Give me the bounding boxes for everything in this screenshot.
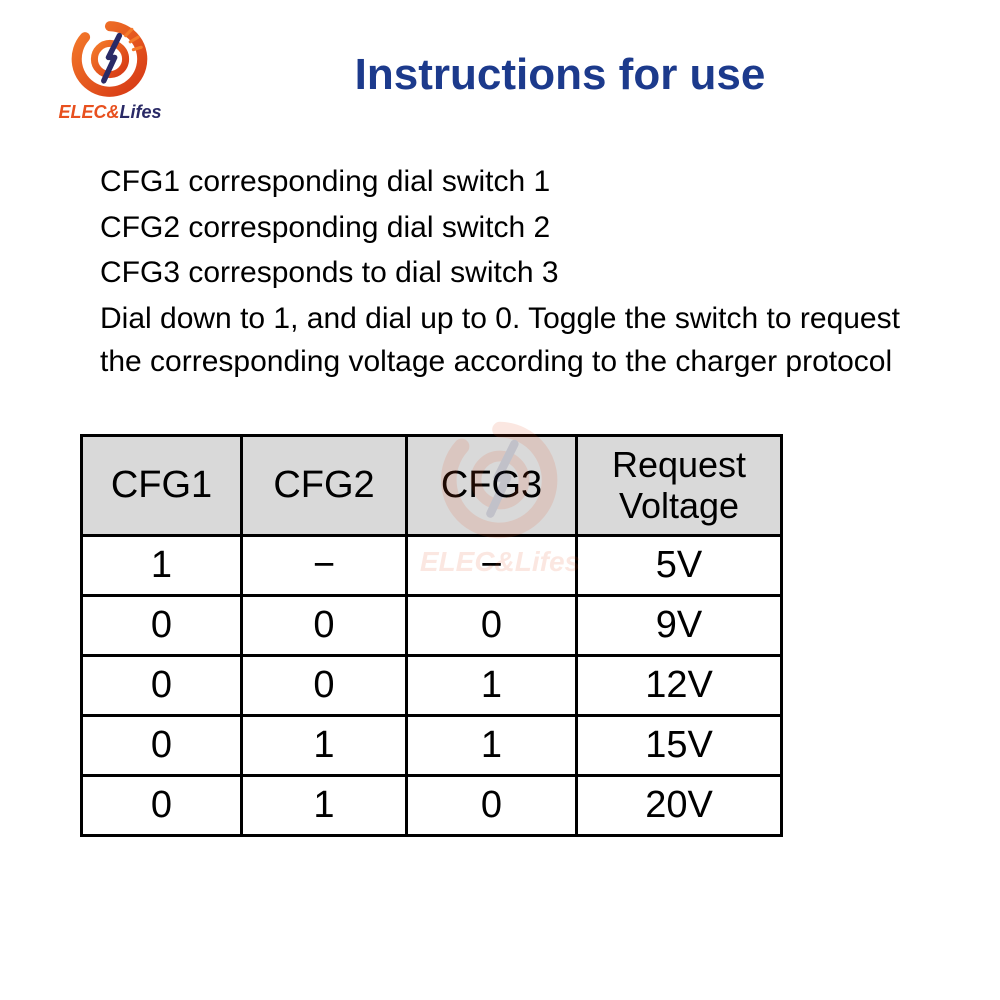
page-title: Instructions for use (120, 0, 1000, 100)
table-row: 0 0 1 12V (82, 655, 782, 715)
instruction-line: CFG3 corresponds to dial switch 3 (100, 251, 920, 295)
logo-icon (71, 20, 149, 98)
table-cell: 12V (577, 655, 782, 715)
table-header: CFG2 (242, 435, 407, 535)
table-cell: − (242, 535, 407, 595)
table-row: 0 1 1 15V (82, 715, 782, 775)
table-cell: 5V (577, 535, 782, 595)
instruction-line: CFG1 corresponding dial switch 1 (100, 160, 920, 204)
table-cell: 1 (242, 775, 407, 835)
table-cell: 0 (407, 595, 577, 655)
table-cell: 15V (577, 715, 782, 775)
table-cell: 0 (242, 655, 407, 715)
table-header: CFG1 (82, 435, 242, 535)
table-row: 1 − − 5V (82, 535, 782, 595)
logo-text: ELEC&Lifes (45, 102, 175, 123)
table-body: 1 − − 5V 0 0 0 9V 0 0 1 12V 0 1 1 15V (82, 535, 782, 835)
table-cell: 0 (407, 775, 577, 835)
logo-text-elec: ELEC (58, 102, 106, 122)
table-cell: 0 (82, 655, 242, 715)
instruction-line: Dial down to 1, and dial up to 0. Toggle… (100, 297, 920, 384)
table-cell: 0 (82, 595, 242, 655)
table-cell: 20V (577, 775, 782, 835)
config-table-wrap: CFG1 CFG2 CFG3 RequestVoltage 1 − − 5V 0… (80, 434, 1000, 837)
table-row: 0 0 0 9V (82, 595, 782, 655)
table-cell: 1 (407, 655, 577, 715)
table-cell: 9V (577, 595, 782, 655)
table-cell: 0 (82, 715, 242, 775)
config-table: CFG1 CFG2 CFG3 RequestVoltage 1 − − 5V 0… (80, 434, 783, 837)
table-cell: 1 (242, 715, 407, 775)
table-cell: 0 (82, 775, 242, 835)
table-cell: 1 (82, 535, 242, 595)
table-row: 0 1 0 20V (82, 775, 782, 835)
table-cell: − (407, 535, 577, 595)
table-header-row: CFG1 CFG2 CFG3 RequestVoltage (82, 435, 782, 535)
table-cell: 1 (407, 715, 577, 775)
table-cell: 0 (242, 595, 407, 655)
logo-text-amp: & (107, 102, 120, 122)
logo-text-lifes: Lifes (120, 102, 162, 122)
instruction-line: CFG2 corresponding dial switch 2 (100, 206, 920, 250)
table-header: RequestVoltage (577, 435, 782, 535)
instructions-block: CFG1 corresponding dial switch 1 CFG2 co… (100, 160, 920, 384)
brand-logo: ELEC&Lifes (45, 20, 175, 130)
table-header: CFG3 (407, 435, 577, 535)
